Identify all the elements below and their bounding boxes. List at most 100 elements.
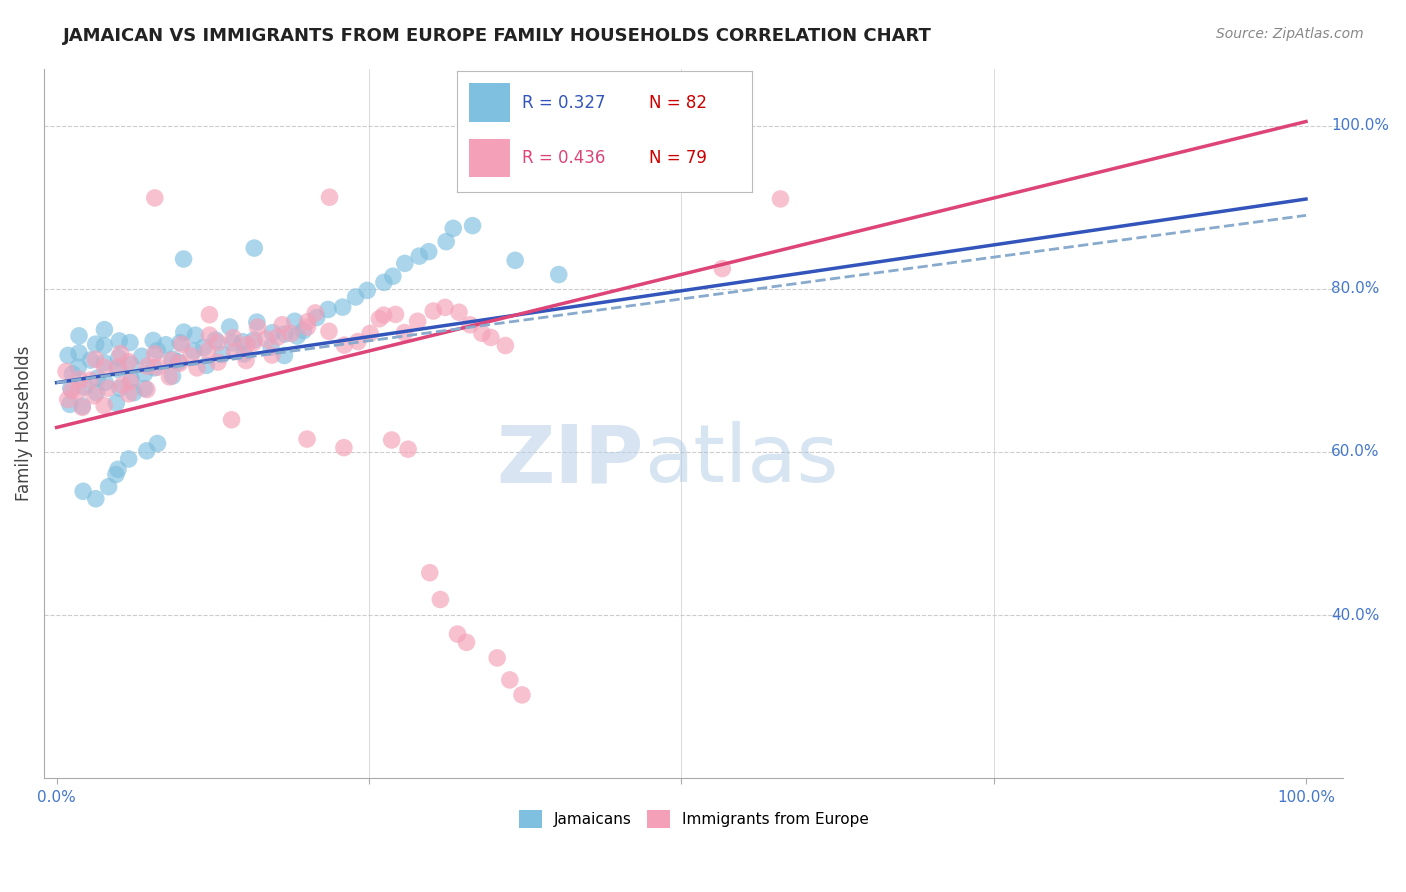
Point [243, 333, 266, 347]
Point [135, 383, 157, 397]
Point [394, 326, 416, 340]
Point [242, 335, 264, 350]
Point [143, 360, 166, 375]
Point [494, 338, 516, 352]
Point [131, 349, 153, 363]
Point [136, 359, 159, 374]
Point [373, 276, 395, 290]
Point [169, 335, 191, 350]
Text: N = 82: N = 82 [650, 94, 707, 112]
Point [246, 320, 269, 334]
Point [769, 192, 792, 206]
Point [162, 352, 184, 367]
Text: N = 79: N = 79 [650, 149, 707, 167]
Point [292, 324, 315, 338]
Point [143, 191, 166, 205]
Point [84, 491, 107, 506]
Point [280, 326, 302, 341]
Point [120, 375, 142, 389]
Point [195, 359, 218, 373]
Point [107, 351, 129, 365]
Point [173, 252, 195, 266]
Point [499, 673, 522, 687]
Bar [468, 139, 510, 178]
Point [107, 359, 129, 374]
Point [232, 334, 254, 349]
Point [120, 357, 142, 371]
Point [461, 219, 484, 233]
Point [434, 235, 457, 249]
Point [332, 300, 354, 314]
Point [297, 315, 319, 329]
Point [207, 335, 229, 350]
Point [160, 353, 183, 368]
Point [547, 268, 569, 282]
Point [118, 387, 141, 401]
Point [59, 381, 82, 395]
Point [107, 462, 129, 476]
Point [169, 356, 191, 370]
Point [305, 310, 328, 325]
Point [222, 331, 245, 345]
Text: 60.0%: 60.0% [1331, 444, 1379, 459]
Point [318, 324, 340, 338]
Point [262, 326, 284, 340]
Point [79, 353, 101, 368]
Point [197, 344, 219, 359]
Point [284, 314, 307, 328]
Point [235, 353, 257, 368]
Text: 100.0%: 100.0% [1331, 118, 1389, 133]
Point [135, 443, 157, 458]
Point [146, 360, 169, 375]
Point [170, 337, 193, 351]
Point [384, 307, 406, 321]
Point [422, 304, 444, 318]
Point [479, 330, 502, 344]
Point [143, 347, 166, 361]
Point [222, 335, 245, 350]
Point [67, 360, 90, 375]
Point [118, 335, 141, 350]
Point [486, 651, 509, 665]
Point [408, 249, 430, 263]
Point [316, 302, 339, 317]
Point [356, 284, 378, 298]
Point [304, 306, 326, 320]
Point [159, 370, 181, 384]
Point [84, 337, 107, 351]
Point [333, 338, 356, 352]
Point [446, 627, 468, 641]
Point [104, 467, 127, 482]
Point [256, 332, 278, 346]
Point [193, 340, 215, 354]
Point [447, 305, 470, 319]
Point [56, 348, 79, 362]
Text: JAMAICAN VS IMMIGRANTS FROM EUROPE FAMILY HOUSEHOLDS CORRELATION CHART: JAMAICAN VS IMMIGRANTS FROM EUROPE FAMIL… [63, 27, 932, 45]
Point [55, 364, 77, 378]
Point [271, 318, 294, 332]
Point [233, 347, 256, 361]
Point [142, 334, 165, 348]
Point [211, 348, 233, 362]
Point [711, 261, 734, 276]
Point [93, 360, 115, 375]
Point [79, 373, 101, 387]
Point [107, 362, 129, 376]
Point [167, 355, 190, 369]
Bar [468, 84, 510, 122]
Point [434, 301, 457, 315]
Point [204, 333, 226, 347]
Point [83, 389, 105, 403]
Point [184, 328, 207, 343]
Point [120, 372, 142, 386]
Text: R = 0.436: R = 0.436 [522, 149, 605, 167]
Point [118, 452, 141, 467]
Point [105, 396, 128, 410]
Point [97, 381, 120, 395]
Point [73, 380, 96, 394]
Point [368, 311, 391, 326]
Point [510, 688, 533, 702]
Point [359, 326, 381, 341]
Point [503, 253, 526, 268]
Point [419, 566, 441, 580]
